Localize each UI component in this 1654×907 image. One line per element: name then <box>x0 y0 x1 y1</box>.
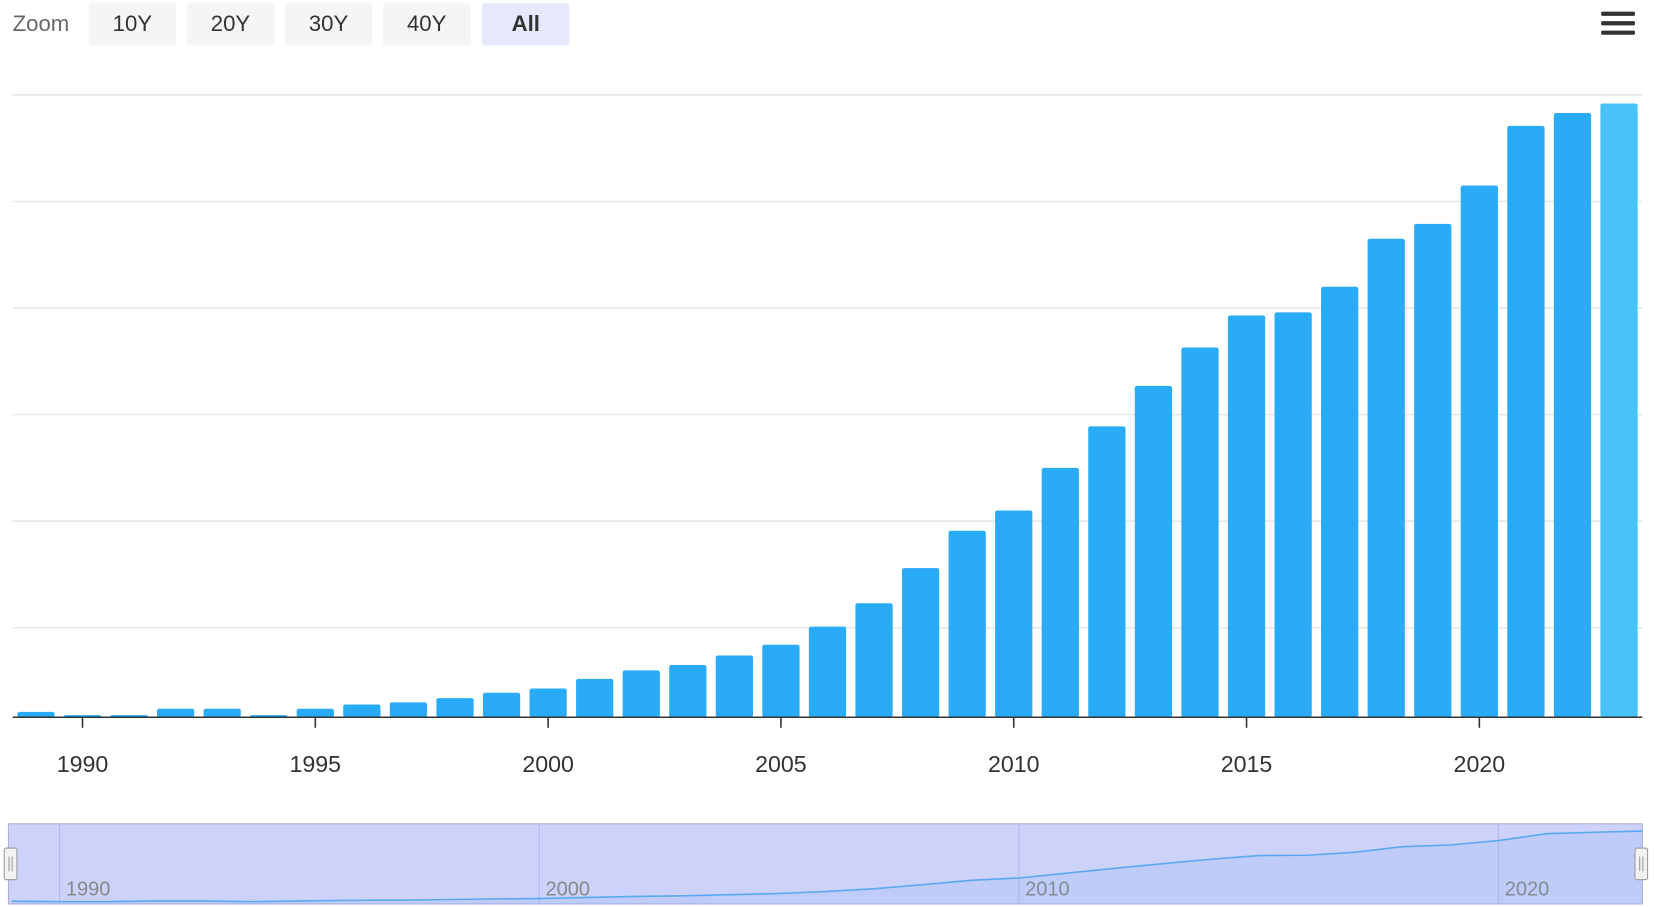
x-tick-label: 2010 <box>988 751 1040 777</box>
bar <box>762 644 800 718</box>
zoom-button-bg <box>186 3 275 46</box>
navigator-line <box>11 830 1643 903</box>
zoom-button-label: 30Y <box>309 11 349 36</box>
menu-line <box>1601 30 1635 35</box>
navigator-handle[interactable] <box>1634 847 1649 881</box>
zoom-button[interactable]: 10Y <box>88 3 177 46</box>
zoom-button[interactable]: 40Y <box>382 3 471 46</box>
navigator-handle[interactable] <box>3 847 18 881</box>
bar <box>808 626 847 718</box>
zoom-button-bg <box>284 3 373 46</box>
bar <box>1367 238 1405 718</box>
zoom-button-bg <box>88 3 177 46</box>
bar <box>1553 113 1592 718</box>
zoom-button-label: 40Y <box>407 11 447 36</box>
zoom-button[interactable]: All <box>482 3 570 46</box>
bar <box>948 530 986 718</box>
zoom-button-label: 20Y <box>211 11 251 36</box>
chart-root: Zoom 10Y 20Y 30Y 40Y All 1990 1995 2000 2005 2010 2… <box>3 3 1649 905</box>
bar <box>1600 103 1638 718</box>
bar <box>296 708 334 718</box>
x-tick-label: 1995 <box>290 751 342 777</box>
bar <box>1088 426 1126 718</box>
bar <box>715 655 753 718</box>
bar <box>1274 312 1312 718</box>
bar <box>622 670 660 718</box>
x-tick-label: 2000 <box>522 751 574 777</box>
bar <box>1181 347 1219 718</box>
zoom-button[interactable]: 20Y <box>186 3 275 46</box>
bar <box>1134 385 1173 718</box>
zoom-button[interactable]: 30Y <box>284 3 373 46</box>
navigator-tick-label: 1990 <box>66 879 111 901</box>
navigator-handle-body <box>3 847 18 881</box>
bar <box>669 665 707 718</box>
zoom-label: Zoom <box>13 11 70 36</box>
bar <box>1041 467 1079 718</box>
bar <box>1460 185 1498 718</box>
bar <box>529 688 567 718</box>
bar <box>389 702 428 718</box>
zoom-button-bg <box>382 3 471 46</box>
zoom-button-bg <box>482 3 570 46</box>
bar <box>576 678 614 718</box>
navigator-tick-label: 2020 <box>1505 879 1550 901</box>
bar <box>855 603 893 718</box>
x-tick-label: 2020 <box>1454 751 1506 777</box>
zoom-button-label: 10Y <box>113 11 153 36</box>
bar <box>995 510 1033 718</box>
x-tick-label: 2005 <box>755 751 807 777</box>
bar <box>1227 315 1266 718</box>
menu-line <box>1601 21 1635 26</box>
bar <box>482 692 521 718</box>
bar <box>1321 286 1359 718</box>
navigator-handle-body <box>1634 847 1649 881</box>
bar <box>203 708 241 718</box>
bar <box>1414 223 1452 718</box>
bar <box>901 568 940 718</box>
bar <box>343 704 381 718</box>
zoom-button-label: All <box>512 11 540 36</box>
navigator-tick-label: 2010 <box>1025 879 1070 901</box>
navigator-window <box>7 823 1643 905</box>
bar <box>436 698 474 718</box>
menu-line <box>1601 11 1635 16</box>
bar <box>17 711 55 718</box>
x-tick-label: 2015 <box>1221 751 1273 777</box>
x-tick-label: 1990 <box>57 751 109 777</box>
bar <box>1507 125 1545 718</box>
navigator-tick-label: 2000 <box>546 879 591 901</box>
navigator-area <box>11 831 1643 904</box>
bar <box>156 708 195 718</box>
menu-button[interactable] <box>1594 6 1642 45</box>
